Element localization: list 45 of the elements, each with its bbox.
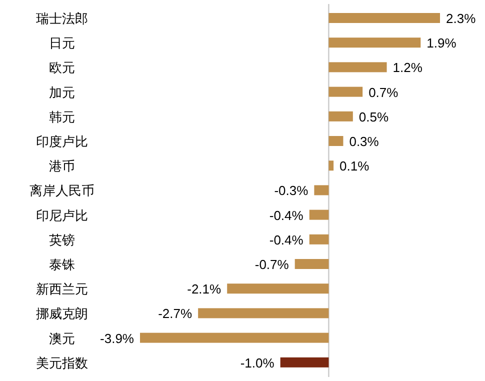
bar [198,308,329,318]
data-label: -1.0% [240,355,275,370]
bar [328,160,334,171]
data-label: -0.3% [274,183,309,198]
data-label: 0.5% [358,109,389,124]
y-tick-label: 泰铢 [49,257,75,272]
data-label: 1.9% [426,36,457,51]
data-label: -0.7% [254,257,290,272]
data-label: 1.2% [392,60,423,76]
bar [328,13,440,23]
data-label: 2.3% [446,11,476,26]
bar [309,210,329,220]
bar [309,234,329,244]
data-label: -2.1% [187,282,222,297]
bar [328,86,363,97]
data-label: 0.3% [349,134,380,149]
y-tick-label: 港币 [49,158,75,174]
data-label: 0.7% [368,84,399,100]
y-tick-label: 印尼卢比 [36,208,88,223]
bar [328,111,353,122]
bar [140,332,329,343]
y-tick-label: 韩元 [49,109,75,124]
y-tick-label: 美元指数 [36,355,88,370]
y-tick-label: 加元 [49,84,75,100]
y-tick-label: 印度卢比 [36,134,88,149]
data-label: 0.1% [340,158,370,174]
data-label: -0.4% [269,208,304,223]
y-tick-label: 挪威克朗 [36,306,88,322]
data-label: -2.7% [158,306,192,322]
y-tick-label: 离岸人民币 [30,183,94,198]
y-tick-label: 欧元 [49,60,75,76]
bar [328,38,421,48]
bar [328,136,344,146]
bar [314,185,329,196]
bar [280,357,329,368]
y-tick-label: 新西兰元 [36,282,88,297]
data-label: -0.4% [269,232,304,248]
y-tick-label: 瑞士法郎 [36,11,88,26]
data-label: -3.9% [100,330,134,346]
bar [294,259,329,269]
bar [227,284,329,294]
bar [328,62,387,72]
y-tick-label: 澳元 [49,330,75,346]
y-tick-label: 日元 [49,36,75,51]
y-tick-label: 英镑 [49,232,75,248]
